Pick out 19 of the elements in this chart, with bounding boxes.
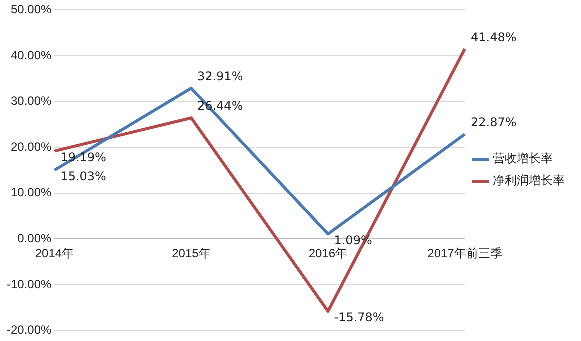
data-label: 15.03% xyxy=(60,169,106,184)
legend-label: 净利润增长率 xyxy=(493,174,565,188)
legend-label: 营收增长率 xyxy=(493,152,553,166)
x-tick-label: 2016年 xyxy=(308,246,348,261)
data-label: 32.91% xyxy=(197,70,244,84)
y-tick-label: 30.00% xyxy=(10,94,52,108)
y-tick-label: 0.00% xyxy=(18,232,52,246)
x-tick-label: 2014年 xyxy=(35,246,74,261)
y-tick-label: -20.00% xyxy=(6,323,52,338)
y-tick-label: -10.00% xyxy=(6,277,52,292)
data-label: 41.48% xyxy=(471,30,517,44)
y-tick-label: 20.00% xyxy=(10,140,52,154)
data-label: -15.78% xyxy=(334,310,384,325)
x-tick-label: 2017年前三季 xyxy=(428,246,502,261)
x-tick-label: 2015年 xyxy=(172,246,211,261)
data-label: 22.87% xyxy=(471,116,517,130)
y-tick-label: 40.00% xyxy=(10,48,52,62)
y-tick-label: 10.00% xyxy=(10,186,52,200)
y-tick-label: 50.00% xyxy=(10,2,52,17)
